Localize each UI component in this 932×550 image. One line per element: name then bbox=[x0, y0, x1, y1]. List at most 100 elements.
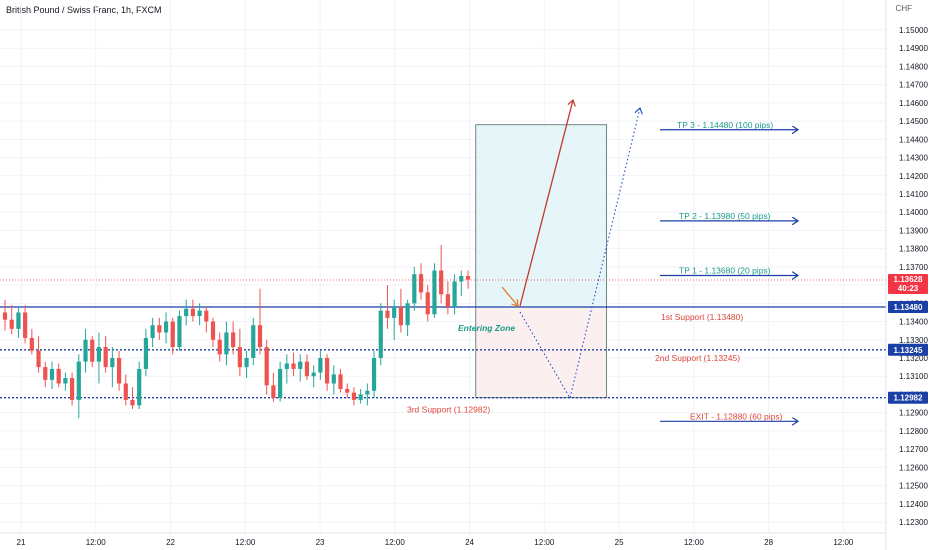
candle-body bbox=[237, 347, 242, 368]
price-tick-label: 1.14700 bbox=[899, 81, 928, 90]
candle-body bbox=[318, 358, 323, 373]
candle bbox=[70, 372, 75, 406]
time-tick-label: 12:00 bbox=[534, 538, 555, 547]
candle-body bbox=[16, 312, 21, 329]
candle bbox=[351, 387, 357, 406]
candle-body bbox=[445, 294, 450, 307]
price-tick-label: 1.12700 bbox=[899, 445, 928, 454]
candle bbox=[244, 350, 249, 379]
candle bbox=[56, 363, 61, 388]
level-price-tag bbox=[888, 300, 928, 313]
candle bbox=[284, 354, 289, 384]
candle-body bbox=[338, 374, 343, 389]
candle-body bbox=[331, 374, 336, 384]
candle-body bbox=[284, 363, 289, 369]
candle-body bbox=[123, 383, 128, 400]
price-tick-label: 1.15000 bbox=[899, 26, 928, 35]
price-tick-label: 1.13800 bbox=[899, 245, 928, 254]
time-tick-label: 12:00 bbox=[833, 538, 854, 547]
support-levels bbox=[0, 279, 886, 399]
candle bbox=[96, 332, 102, 384]
candle bbox=[298, 354, 303, 382]
price-tick-label: 1.14400 bbox=[899, 135, 928, 144]
time-tick-label: 25 bbox=[615, 538, 624, 547]
price-tick-label: 1.12300 bbox=[899, 518, 928, 527]
price-tick-label: 1.14200 bbox=[899, 172, 928, 181]
candle bbox=[190, 299, 195, 322]
candle bbox=[76, 354, 81, 419]
level-price-value: 1.13245 bbox=[894, 346, 923, 355]
time-tick-label: 28 bbox=[764, 538, 773, 547]
candle-body bbox=[371, 358, 377, 391]
candle bbox=[217, 332, 222, 362]
candle-body bbox=[49, 368, 55, 380]
candle bbox=[210, 317, 216, 348]
candle bbox=[465, 270, 471, 289]
price-tick-label: 1.14600 bbox=[899, 99, 928, 108]
candle bbox=[170, 317, 175, 355]
candle bbox=[452, 274, 457, 315]
price-tick-label: 1.13900 bbox=[899, 226, 928, 235]
candle-body bbox=[392, 306, 397, 318]
candle bbox=[445, 281, 450, 315]
candle bbox=[43, 361, 48, 388]
time-tick-label: 21 bbox=[17, 538, 26, 547]
candle-body bbox=[432, 270, 437, 315]
candle bbox=[150, 317, 155, 348]
candle bbox=[405, 299, 410, 337]
candle-countdown: 40:23 bbox=[898, 284, 919, 293]
candle bbox=[338, 368, 343, 393]
candle bbox=[304, 354, 310, 380]
candle bbox=[83, 328, 88, 373]
candle-body bbox=[56, 368, 61, 384]
price-axis[interactable]: 1.15000 1.14900 1.14800 1.14700 1.14600 1.145… bbox=[885, 0, 928, 550]
support1-label: 1st Support (1.13480) bbox=[661, 312, 743, 322]
candle bbox=[392, 299, 397, 340]
time-tick-label: 12:00 bbox=[86, 538, 107, 547]
candle-body bbox=[311, 372, 316, 377]
time-tick-label: 23 bbox=[316, 538, 325, 547]
candle-body bbox=[278, 368, 283, 399]
candle bbox=[63, 372, 68, 391]
exit-label: EXIT - 1.12880 (60 pips) bbox=[690, 411, 783, 421]
candle-body bbox=[398, 306, 403, 326]
candle-body bbox=[83, 339, 88, 362]
candle bbox=[163, 312, 169, 344]
candle bbox=[177, 310, 182, 351]
price-tick-label: 1.13700 bbox=[899, 263, 928, 272]
candle bbox=[425, 285, 430, 322]
candle bbox=[257, 288, 263, 355]
candle bbox=[2, 299, 8, 331]
time-axis[interactable]: 21 12:00 22 12:00 23 12:00 24 12:00 25 12:00 28 12:… bbox=[0, 532, 886, 547]
candle-body bbox=[304, 361, 310, 377]
candle bbox=[345, 383, 350, 399]
candle-body bbox=[137, 368, 142, 406]
candle bbox=[371, 350, 377, 399]
candle-body bbox=[298, 361, 303, 369]
candle-body bbox=[291, 363, 296, 369]
bullish-arrow bbox=[519, 100, 573, 307]
candle-body bbox=[103, 347, 108, 368]
candle bbox=[365, 383, 370, 406]
candle-body bbox=[345, 388, 350, 393]
candle-body bbox=[70, 378, 75, 400]
candle bbox=[311, 365, 316, 388]
candle-body bbox=[358, 394, 363, 400]
price-tick-label: 1.14800 bbox=[899, 62, 928, 71]
price-tick-label: 1.12800 bbox=[899, 427, 928, 436]
candle bbox=[331, 365, 336, 395]
candle-body bbox=[465, 276, 471, 280]
candle-body bbox=[405, 303, 410, 326]
currency-label: CHF bbox=[895, 4, 912, 13]
candle-body bbox=[110, 358, 115, 368]
price-tick-label: 1.12900 bbox=[899, 409, 928, 418]
candle-body bbox=[217, 339, 222, 355]
level-price-tag bbox=[888, 391, 928, 404]
candle-body bbox=[251, 325, 256, 358]
candle bbox=[231, 321, 236, 355]
level-price-tag bbox=[888, 343, 928, 356]
price-tick-label: 1.13200 bbox=[899, 354, 928, 363]
candle bbox=[103, 336, 108, 373]
